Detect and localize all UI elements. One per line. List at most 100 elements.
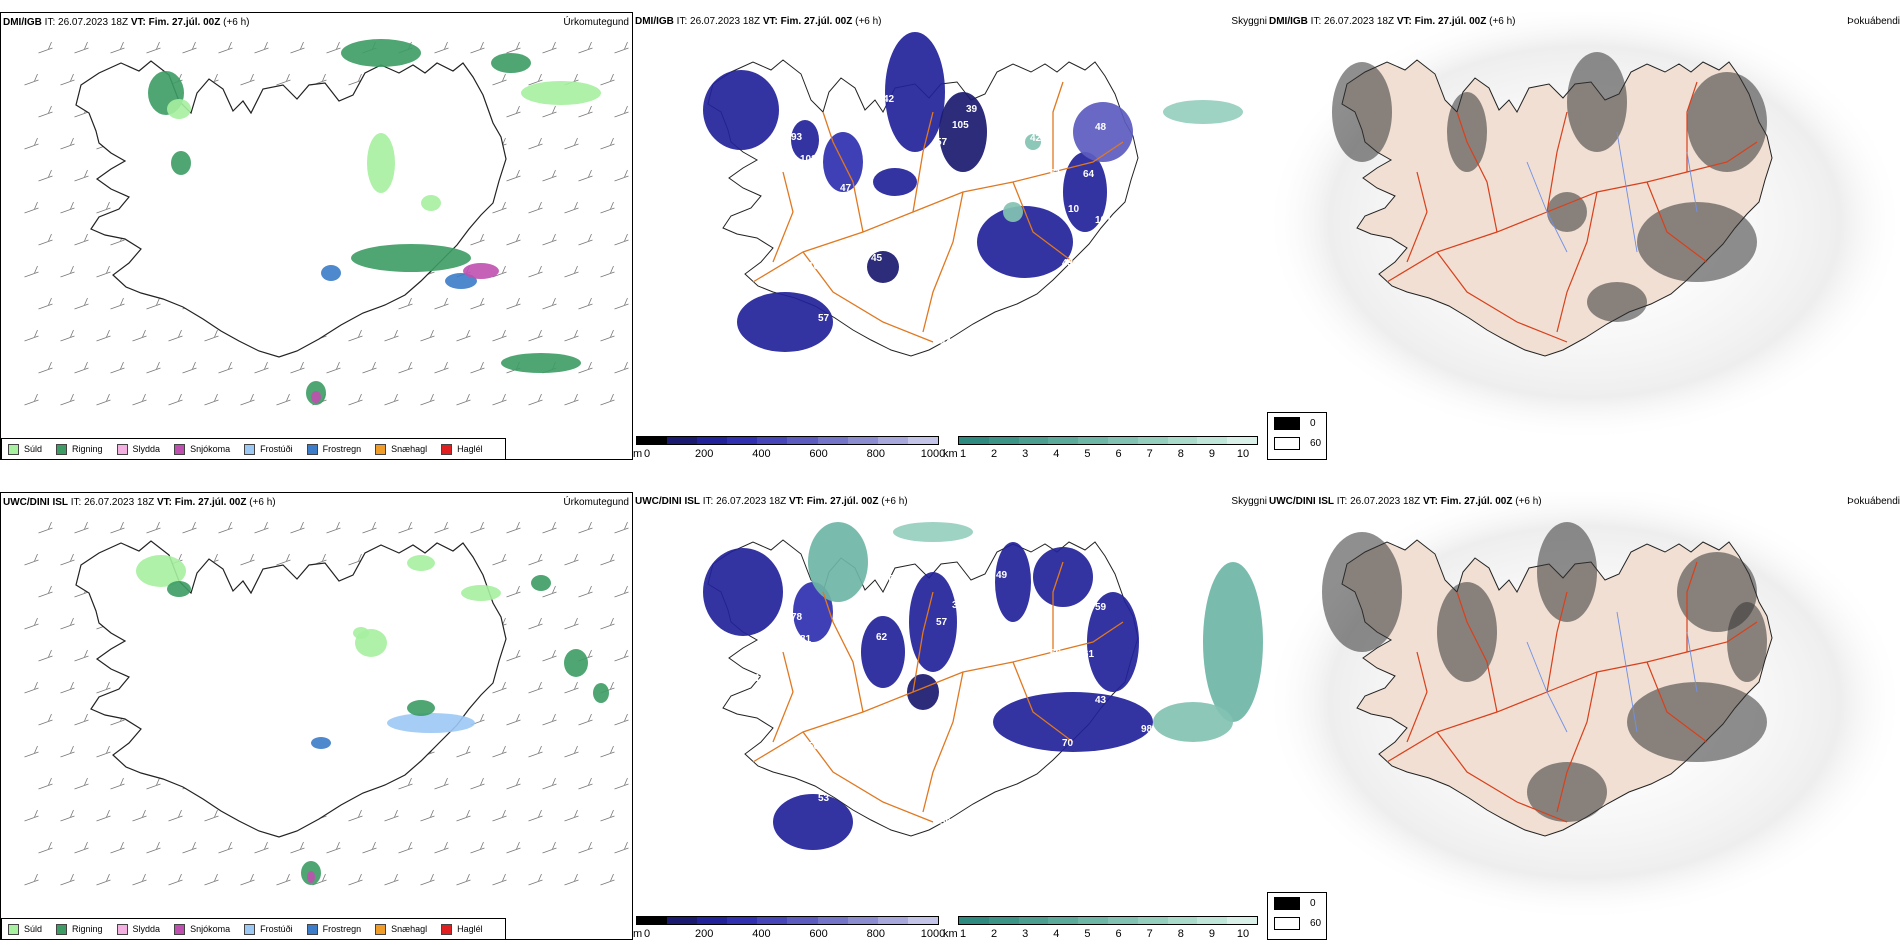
legend-swatch bbox=[8, 443, 19, 455]
wind-barb bbox=[578, 361, 593, 374]
ceiling-label: 50 bbox=[808, 741, 820, 752]
wind-barb bbox=[542, 841, 557, 854]
wind-barb bbox=[24, 73, 39, 86]
ceiling-label: 105 bbox=[952, 120, 969, 131]
rivers bbox=[1526, 131, 1698, 253]
ceiling-label: 446 bbox=[1136, 603, 1153, 614]
roads bbox=[1386, 81, 1758, 343]
visibility-unit: km bbox=[943, 448, 958, 460]
ceiling-label: 79 bbox=[777, 688, 789, 699]
road bbox=[1406, 171, 1428, 263]
precip-area bbox=[367, 133, 395, 193]
colorbar-tick: 600 bbox=[809, 448, 828, 460]
wind-barb bbox=[398, 297, 413, 310]
road bbox=[1646, 661, 1708, 743]
legend-label: Frostúði bbox=[260, 444, 293, 454]
ceiling-colorbar-bar bbox=[636, 436, 939, 445]
ceiling-area bbox=[1025, 134, 1041, 150]
legend-label: Snæhagl bbox=[391, 924, 428, 934]
road bbox=[822, 111, 864, 233]
wind-barb bbox=[600, 617, 615, 630]
wind-barb bbox=[38, 777, 53, 790]
wind-barb bbox=[96, 329, 111, 342]
wind-barb bbox=[254, 521, 269, 534]
wind-barb bbox=[74, 521, 89, 534]
colorbar-tick: 200 bbox=[695, 448, 714, 460]
legend-label: Snæhagl bbox=[391, 444, 428, 454]
wind-barb bbox=[434, 297, 449, 310]
legend-item: Snæhagl bbox=[375, 443, 428, 455]
legend-swatch bbox=[441, 923, 453, 935]
precip-area bbox=[521, 81, 601, 105]
wind-barb bbox=[38, 41, 53, 54]
ceiling-label: 47 bbox=[840, 183, 852, 194]
river bbox=[1616, 611, 1638, 733]
ceiling-label: 35 bbox=[1074, 777, 1086, 788]
ceiling-label: 64 bbox=[1083, 169, 1095, 180]
road bbox=[1436, 731, 1568, 823]
wind-barb bbox=[254, 41, 269, 54]
legend-swatch bbox=[244, 923, 256, 935]
wind-barb bbox=[24, 873, 39, 886]
wind-barb bbox=[204, 329, 219, 342]
wind-barb bbox=[110, 521, 125, 534]
legend-swatch bbox=[56, 923, 68, 935]
wind-barb bbox=[74, 297, 89, 310]
wind-barb bbox=[420, 873, 435, 886]
ceiling-label: 53 bbox=[818, 793, 830, 804]
ceiling-label: 18 bbox=[737, 255, 749, 266]
ceiling-labels: 10 52 39 50 79 61 47 57 72 18 56 12 102 96 57 57 43 44 48 4… bbox=[723, 90, 1194, 348]
wind-barb bbox=[146, 361, 161, 374]
road bbox=[1456, 591, 1498, 713]
legend-swatch bbox=[174, 443, 186, 455]
wind-barb bbox=[470, 361, 485, 374]
wind-barb bbox=[600, 809, 615, 822]
wind-barb bbox=[564, 617, 579, 630]
wind-barb bbox=[492, 73, 507, 86]
ceiling-area bbox=[1073, 102, 1133, 162]
ceiling-label: 56 bbox=[1001, 143, 1013, 154]
ceiling-label: 102 bbox=[800, 154, 817, 165]
colorbar-tick: 2 bbox=[991, 448, 998, 460]
ceiling-label: 88 bbox=[996, 90, 1008, 101]
legend-item: Frostúði bbox=[244, 443, 293, 455]
wind-barb bbox=[38, 521, 53, 534]
wind-barb bbox=[60, 329, 75, 342]
wind-barb bbox=[60, 553, 75, 566]
wind-barb bbox=[542, 713, 557, 726]
wind-barb bbox=[96, 873, 111, 886]
ceiling-label: 51 bbox=[884, 297, 896, 308]
ceiling-label: 47 bbox=[913, 285, 925, 296]
precip-area bbox=[167, 99, 191, 119]
colorbar-tick: 6 bbox=[1115, 928, 1122, 940]
fog-legend-swatch bbox=[1274, 436, 1300, 450]
ceiling-label: 56 bbox=[1156, 266, 1168, 277]
fog-legend-item: 60 bbox=[1274, 913, 1326, 933]
wind-barb bbox=[542, 585, 557, 598]
wind-barb bbox=[384, 809, 399, 822]
ceiling-label: 81 bbox=[800, 634, 812, 645]
wind-barb bbox=[60, 73, 75, 86]
wind-barb bbox=[254, 841, 269, 854]
wind-barb bbox=[528, 809, 543, 822]
wind-barb bbox=[578, 105, 593, 118]
colorbar-tick: 200 bbox=[695, 928, 714, 940]
wind-barb bbox=[276, 873, 291, 886]
legend-swatch bbox=[441, 443, 453, 455]
road bbox=[1556, 191, 1598, 333]
colorbar-tick: 3 bbox=[1022, 448, 1029, 460]
colorbar-tick: 3 bbox=[1022, 928, 1029, 940]
wind-barb bbox=[564, 873, 579, 886]
wind-barb bbox=[290, 521, 305, 534]
ceiling-label: 61 bbox=[1083, 649, 1095, 660]
wind-barb bbox=[564, 553, 579, 566]
road bbox=[912, 591, 934, 693]
ceiling-area bbox=[1153, 702, 1233, 742]
road bbox=[822, 591, 864, 713]
wind-barb bbox=[218, 521, 233, 534]
road bbox=[802, 731, 934, 823]
road bbox=[802, 251, 934, 343]
panel-title: DMI/IGB IT: 26.07.2023 18Z VT: Fim. 27.j… bbox=[3, 17, 250, 28]
ceiling-label: 59 bbox=[980, 783, 992, 794]
wind-barb bbox=[38, 585, 53, 598]
